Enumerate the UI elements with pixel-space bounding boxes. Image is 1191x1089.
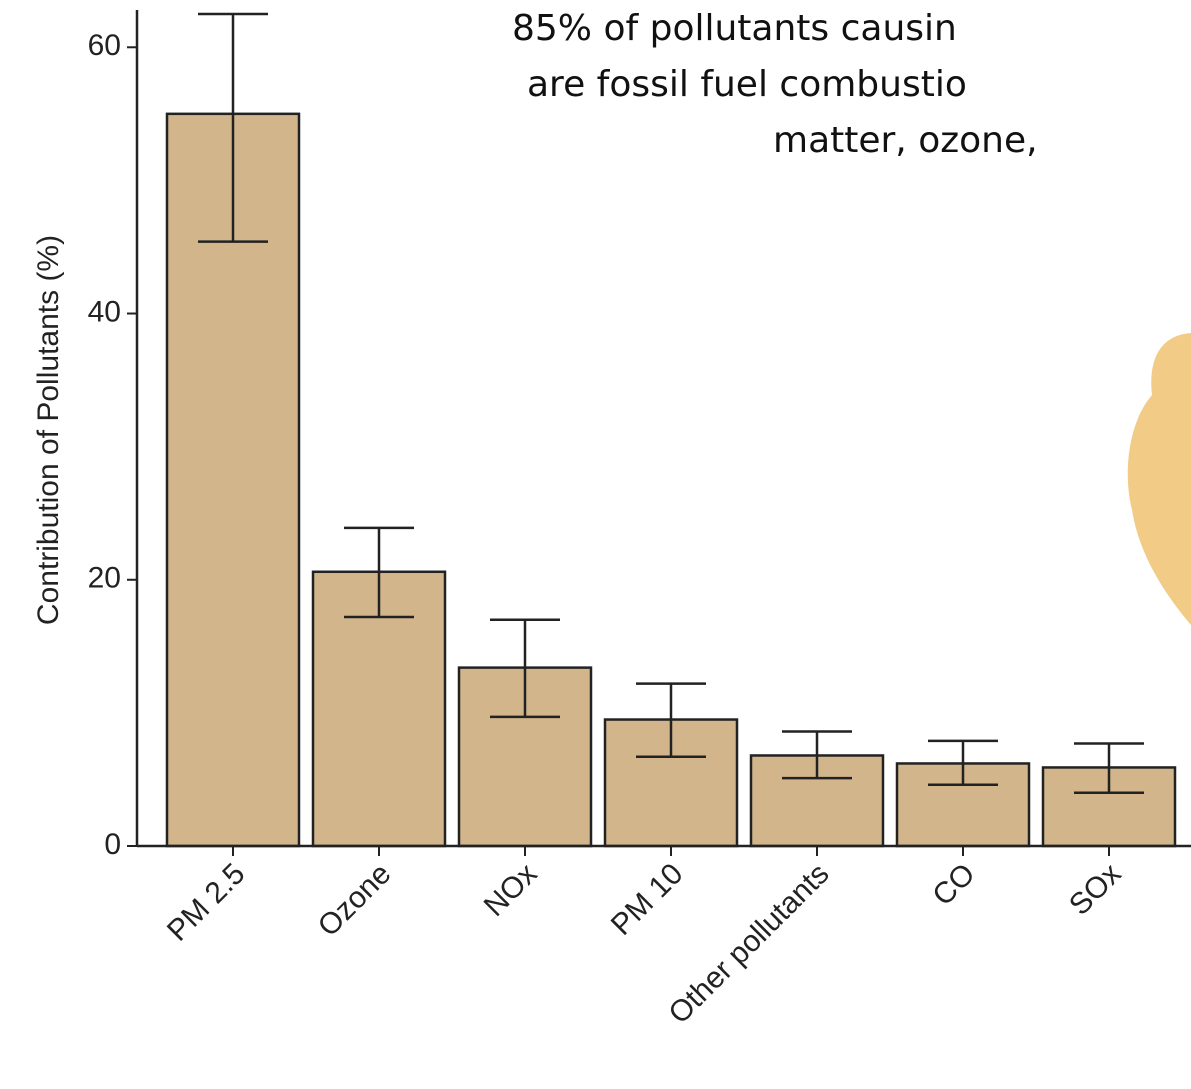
y-tick-label: 40 — [88, 295, 121, 328]
error-bar — [490, 618, 560, 719]
error-bar — [198, 12, 268, 243]
annotation: are fossil fuel combustio — [527, 64, 967, 105]
annotation: 85% of pollutants causin — [512, 8, 957, 49]
x-tick-label: PM 2.5 — [161, 857, 252, 948]
error-bar — [782, 730, 852, 780]
error-bar — [636, 682, 706, 759]
decorative-shape — [1127, 333, 1191, 625]
x-tick-label: NOx — [478, 857, 544, 923]
y-tick-label: 0 — [104, 828, 121, 861]
error-bar — [344, 526, 414, 619]
y-tick-label: 60 — [88, 29, 121, 62]
bar — [1041, 766, 1177, 848]
annotation: matter, ozone, — [773, 120, 1038, 161]
bar — [749, 754, 885, 848]
y-axis-label: Contribution of Pollutants (%) — [32, 235, 65, 625]
x-tick-label: CO — [926, 857, 981, 912]
x-tick-label: Other pollutants — [662, 857, 835, 1030]
x-tick-label: SOx — [1063, 857, 1128, 922]
error-bar — [928, 739, 998, 787]
y-tick-label: 20 — [88, 562, 121, 595]
error-bar — [1074, 742, 1144, 795]
x-tick-label: Ozone — [312, 857, 398, 943]
x-tick-label: PM 10 — [605, 857, 690, 942]
